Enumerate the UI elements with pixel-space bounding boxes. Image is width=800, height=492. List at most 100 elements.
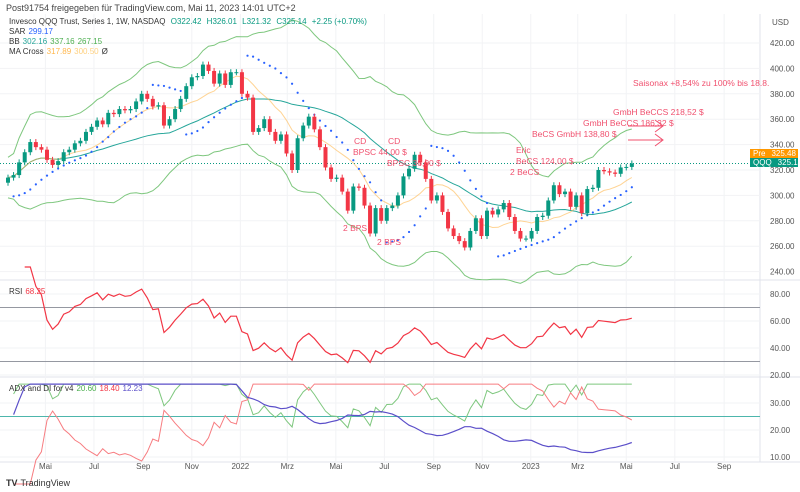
time-tick-label: 2023 <box>522 462 540 471</box>
adx-legend[interactable]: ADX and DI for v4 20.60 18.40 12.23 <box>9 384 143 393</box>
candle-down <box>518 230 523 239</box>
candle-down <box>33 142 38 148</box>
sar-dot <box>307 107 310 110</box>
candle-up <box>540 215 545 217</box>
price-tick-label: 280.00 <box>770 217 795 226</box>
tradingview-logo[interactable]: TV TradingView <box>6 478 70 488</box>
sar-dot <box>190 132 193 135</box>
candle-down <box>451 228 456 237</box>
annotation[interactable]: BPSC 36,00 $ <box>387 158 441 168</box>
time-tick-label: Jul <box>670 462 680 471</box>
time-tick-label: Jul <box>89 462 99 471</box>
sar-dot <box>591 211 594 214</box>
sar-dot <box>240 96 244 100</box>
candle-down <box>39 147 44 150</box>
candle-up <box>173 109 178 120</box>
sar-dot <box>536 242 539 245</box>
di-minus-line <box>13 383 633 485</box>
annotation[interactable]: 2 BeCS <box>510 167 540 177</box>
sar-dot <box>246 54 249 57</box>
annotation[interactable]: CD <box>388 136 401 146</box>
candle-up <box>574 195 579 207</box>
sar-legend[interactable]: SAR 299.17 <box>9 27 53 36</box>
candle-up <box>629 163 634 167</box>
annotation-saisonax[interactable]: Saisonax +8,54% zu 100% bis 18.8. <box>633 78 770 88</box>
candle-up <box>412 154 417 169</box>
candle-down <box>345 191 350 211</box>
candle-up <box>590 187 595 190</box>
candle-down <box>462 241 467 248</box>
sar-dot <box>212 116 216 119</box>
sar-dot <box>62 164 65 167</box>
candle-up <box>189 77 194 87</box>
annotation[interactable]: BeCS GmbH 138,80 $ <box>532 129 617 139</box>
time-tick-label: Jul <box>379 462 389 471</box>
candle-down <box>273 131 278 141</box>
price-tick-label: 340.00 <box>770 141 795 150</box>
sar-dot <box>107 136 110 139</box>
time-tick-label: Nov <box>185 462 199 471</box>
candle-down <box>423 162 428 179</box>
sar-dot <box>123 121 127 124</box>
candle-up <box>56 161 61 165</box>
sar-dot <box>40 178 43 181</box>
close-value: C325.14 <box>276 17 307 26</box>
ma-legend[interactable]: MA Cross 317.89 300.50 Ø <box>9 47 108 56</box>
candle-up <box>67 149 72 153</box>
annotation[interactable]: 2 BPS <box>343 223 368 233</box>
annotation[interactable]: CD <box>354 136 367 146</box>
bb-legend[interactable]: BB 302.16 337.16 267.15 <box>9 37 102 46</box>
adx-tick-label: 20.00 <box>770 426 791 435</box>
annotation[interactable]: GmbH BeCCS 186,32 $ <box>583 118 674 128</box>
sar-dot <box>502 254 505 257</box>
candle-up <box>6 177 10 183</box>
annotation[interactable]: 2 BPS <box>377 237 402 247</box>
price-tick-label: 300.00 <box>770 191 795 200</box>
sar-dot <box>402 236 405 239</box>
sar-dot <box>12 195 15 198</box>
sar-dot <box>51 170 54 173</box>
symbol-legend[interactable]: Invesco QQQ Trust, Series 1, 1W, NASDAQ … <box>9 17 367 26</box>
price-tick-label: 320.00 <box>770 166 795 175</box>
price-tick-label: 400.00 <box>770 64 795 73</box>
annotation[interactable]: BeCS 124,00 $ <box>516 156 574 166</box>
candle-down <box>145 93 150 99</box>
sar-dot <box>513 249 516 253</box>
annotation[interactable]: BPSC 44,00 $ <box>353 147 407 157</box>
time-tick-label: Mrz <box>281 462 294 471</box>
candle-down <box>418 154 423 163</box>
annotation[interactable]: Eric <box>516 145 531 155</box>
time-tick-label: Sep <box>427 462 442 471</box>
candle-up <box>128 109 133 111</box>
annotation[interactable]: GmbH BeCCS 218,52 $ <box>613 107 704 117</box>
share-header: Post91754 freigegeben für TradingView.co… <box>6 3 296 13</box>
candle-up <box>217 73 222 84</box>
sar-dot <box>474 187 477 191</box>
candle-up <box>295 138 300 170</box>
candle-down <box>362 187 367 206</box>
candle-down <box>512 216 517 231</box>
candle-up <box>401 176 406 196</box>
sar-dot <box>380 199 383 202</box>
ma-label: MA Cross <box>9 47 44 56</box>
candle-down <box>568 191 573 207</box>
sar-dot <box>285 76 288 79</box>
ma-slow-line <box>7 98 633 216</box>
candle-down <box>557 185 562 195</box>
candle-up <box>262 119 267 129</box>
candle-up <box>618 167 623 174</box>
candle-up <box>546 200 551 216</box>
sar-dot <box>257 58 260 61</box>
symbol-name: Invesco QQQ Trust, Series 1, 1W, NASDAQ <box>9 17 166 26</box>
sar-dot <box>73 159 76 162</box>
sar-dot <box>112 130 115 133</box>
sar-dot <box>96 146 99 149</box>
sar-dot <box>480 195 483 198</box>
sar-dot <box>541 240 544 243</box>
sar-dot <box>335 135 338 139</box>
price-tick-label: 380.00 <box>770 90 795 99</box>
candle-down <box>111 112 116 115</box>
rsi-legend[interactable]: RSI 68.25 <box>9 287 45 296</box>
ma-fast: 317.89 <box>46 47 72 56</box>
